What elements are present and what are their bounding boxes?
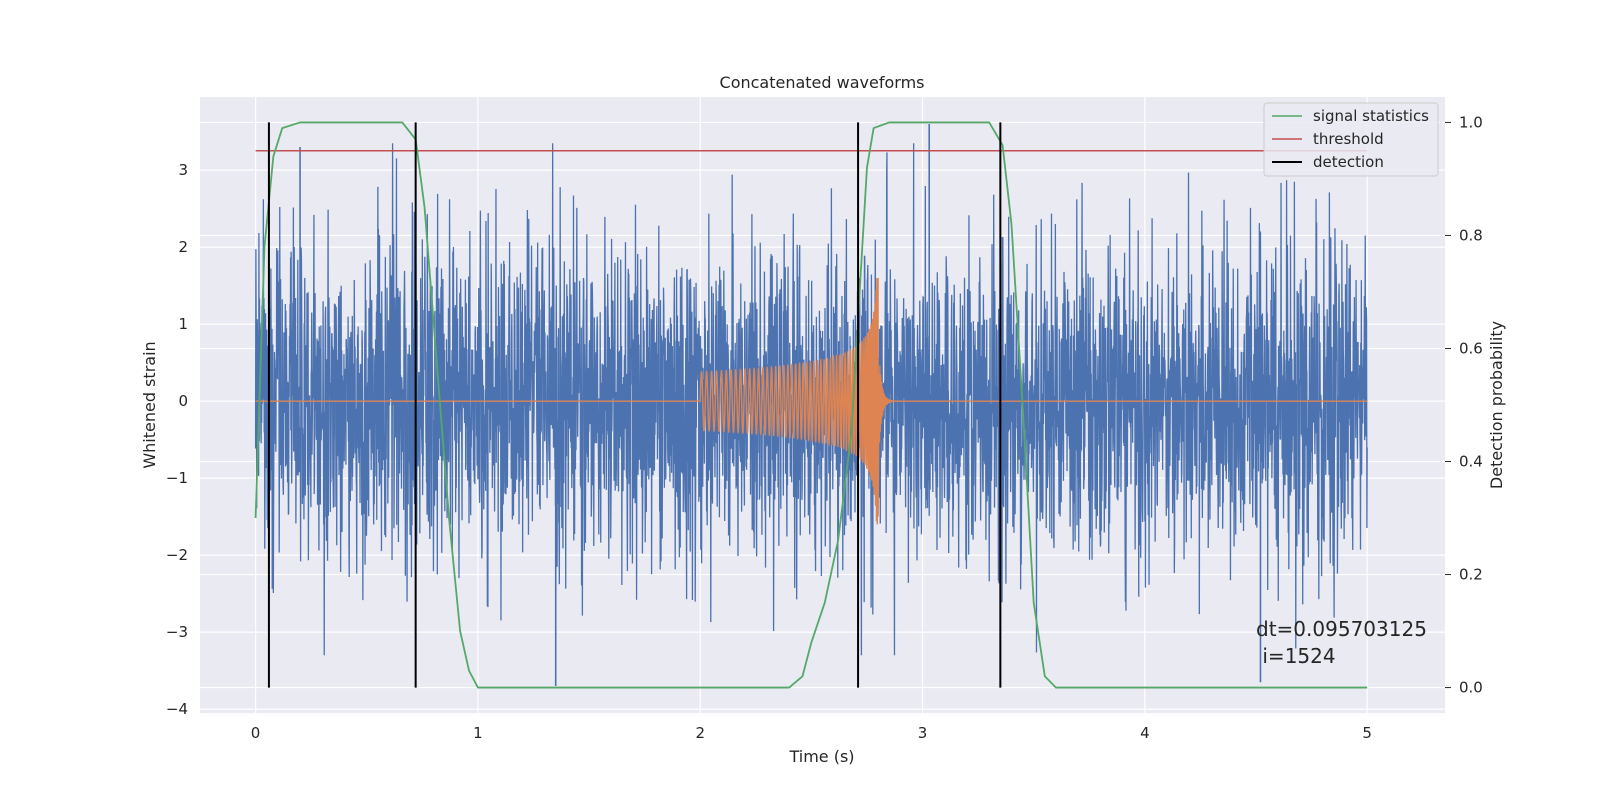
y-tick-label: 1 [178, 315, 188, 333]
y-right-axis-ticks: 0.0 0.2 0.4 0.6 0.8 1.0 [1445, 113, 1483, 697]
x-axis-ticks: 0 1 2 3 4 5 [251, 724, 1372, 742]
y-right-tick-label: 1.0 [1459, 113, 1483, 131]
x-tick-label: 0 [251, 724, 261, 742]
y-right-tick-label: 0.2 [1459, 566, 1483, 584]
x-tick-label: 5 [1362, 724, 1372, 742]
legend-label-signal-statistics: signal statistics [1313, 107, 1429, 125]
annotations: dt=0.095703125 i=1524 [1256, 617, 1427, 668]
y-tick-label: 0 [178, 392, 188, 410]
y-right-axis-label: Detection probability [1487, 321, 1506, 489]
y-tick-label: −4 [166, 700, 188, 718]
y-right-tick-label: 0.4 [1459, 453, 1483, 471]
y-right-tick-label: 0.0 [1459, 679, 1483, 697]
legend: signal statistics threshold detection [1263, 102, 1439, 177]
noise-series-line [254, 143, 1368, 656]
chart-title: Concatenated waveforms [720, 73, 925, 92]
x-tick-label: 2 [695, 724, 705, 742]
x-tick-label: 1 [473, 724, 483, 742]
y-right-tick-label: 0.6 [1459, 339, 1483, 357]
annotation-dt: dt=0.095703125 [1256, 617, 1427, 641]
y-axis-ticks: −4 −3 −2 −1 0 1 2 3 [166, 161, 188, 718]
legend-box [1263, 102, 1439, 177]
y-tick-label: −1 [166, 469, 188, 487]
y-tick-label: −3 [166, 623, 188, 641]
chirp-series-line [255, 277, 1368, 525]
y-tick-label: −2 [166, 546, 188, 564]
x-axis-label: Time (s) [788, 747, 854, 766]
legend-label-threshold: threshold [1313, 130, 1384, 148]
legend-label-detection: detection [1313, 153, 1384, 171]
y-right-tick-label: 0.8 [1459, 226, 1483, 244]
signal-statistics-line [254, 121, 1368, 689]
series-layer [254, 121, 1368, 689]
x-tick-label: 4 [1140, 724, 1150, 742]
y-tick-label: 2 [178, 238, 188, 256]
y-tick-label: 3 [178, 161, 188, 179]
x-tick-label: 3 [918, 724, 928, 742]
annotation-i: i=1524 [1256, 644, 1336, 668]
y-axis-label: Whitened strain [140, 341, 159, 468]
